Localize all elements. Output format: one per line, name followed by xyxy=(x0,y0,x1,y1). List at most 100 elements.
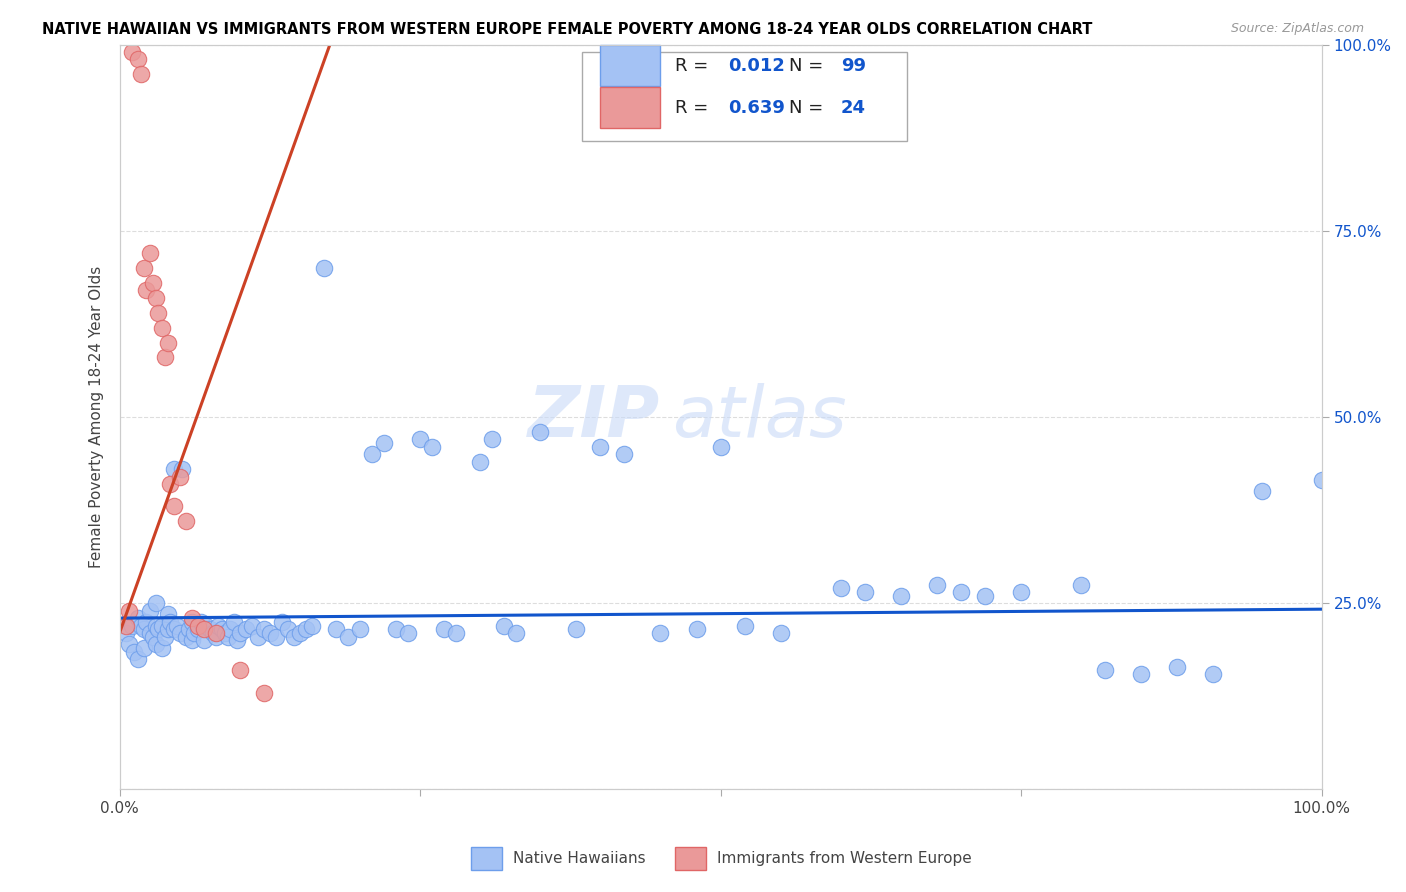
Point xyxy=(222,615,245,629)
Point xyxy=(166,618,188,632)
Point xyxy=(949,585,972,599)
Point xyxy=(214,626,236,640)
Text: N =: N = xyxy=(789,98,830,117)
Point xyxy=(129,618,152,632)
Point xyxy=(853,585,876,599)
Point xyxy=(169,626,191,640)
Point xyxy=(145,637,167,651)
Point xyxy=(288,626,311,640)
Point xyxy=(159,615,181,629)
Point xyxy=(190,615,212,629)
Point xyxy=(1202,667,1225,681)
Point xyxy=(217,630,239,644)
Point xyxy=(325,622,347,636)
Point xyxy=(114,618,136,632)
Point xyxy=(259,626,281,640)
Point xyxy=(270,615,292,629)
Point xyxy=(162,462,184,476)
Text: Native Hawaiians: Native Hawaiians xyxy=(513,851,645,865)
Point xyxy=(174,630,197,644)
Point xyxy=(146,622,169,636)
Point xyxy=(150,320,173,334)
Point xyxy=(253,685,276,699)
Bar xyxy=(600,45,661,86)
Point xyxy=(1094,663,1116,677)
Point xyxy=(146,306,169,320)
Point xyxy=(219,622,242,636)
Point xyxy=(685,622,707,636)
Point xyxy=(127,611,149,625)
Point xyxy=(187,622,209,636)
Text: ZIP: ZIP xyxy=(529,383,661,451)
Point xyxy=(890,589,912,603)
Point xyxy=(226,633,249,648)
Point xyxy=(211,622,233,636)
Point xyxy=(118,604,141,618)
Point xyxy=(409,433,432,447)
Point xyxy=(769,626,792,640)
Point xyxy=(180,611,202,625)
Point xyxy=(202,626,225,640)
Point xyxy=(204,630,226,644)
Point xyxy=(349,622,371,636)
Point xyxy=(505,626,527,640)
Point xyxy=(180,633,202,648)
Point xyxy=(132,622,155,636)
Point xyxy=(361,447,384,461)
Point xyxy=(135,615,157,629)
Point xyxy=(150,640,173,655)
Point xyxy=(174,514,197,528)
Point xyxy=(925,577,948,591)
Point xyxy=(312,261,335,276)
Point xyxy=(142,630,165,644)
Point xyxy=(135,284,157,298)
Point xyxy=(228,626,252,640)
Point xyxy=(170,462,193,476)
Point xyxy=(198,622,221,636)
Point xyxy=(142,276,165,290)
Point xyxy=(132,261,155,276)
Point xyxy=(295,622,318,636)
Point xyxy=(336,630,359,644)
Point xyxy=(156,335,179,350)
Point xyxy=(589,440,612,454)
Point xyxy=(228,663,252,677)
Point xyxy=(235,622,257,636)
Point xyxy=(162,622,184,636)
Point xyxy=(277,622,299,636)
Point xyxy=(529,425,551,439)
Point xyxy=(145,291,167,305)
Point xyxy=(145,618,167,632)
FancyBboxPatch shape xyxy=(582,52,907,142)
Bar xyxy=(471,847,502,870)
Text: NATIVE HAWAIIAN VS IMMIGRANTS FROM WESTERN EUROPE FEMALE POVERTY AMONG 18-24 YEA: NATIVE HAWAIIAN VS IMMIGRANTS FROM WESTE… xyxy=(42,22,1092,37)
Point xyxy=(301,618,323,632)
Text: N =: N = xyxy=(789,56,830,75)
Text: 99: 99 xyxy=(841,56,866,75)
Point xyxy=(830,582,852,596)
Point xyxy=(494,618,516,632)
Point xyxy=(183,626,205,640)
Text: 24: 24 xyxy=(841,98,866,117)
Point xyxy=(373,436,395,450)
Point xyxy=(156,607,179,622)
Point xyxy=(1130,667,1153,681)
Point xyxy=(433,622,456,636)
Point xyxy=(153,351,176,365)
Point xyxy=(156,622,179,636)
Point xyxy=(1310,473,1333,487)
Point xyxy=(138,246,160,260)
Point xyxy=(121,618,143,632)
Y-axis label: Female Poverty Among 18-24 Year Olds: Female Poverty Among 18-24 Year Olds xyxy=(89,266,104,568)
Point xyxy=(240,618,263,632)
Text: R =: R = xyxy=(675,56,714,75)
Point xyxy=(420,440,443,454)
Point xyxy=(481,433,503,447)
Point xyxy=(396,626,419,640)
Point xyxy=(132,640,155,655)
Point xyxy=(121,45,143,59)
Point xyxy=(145,596,167,610)
Text: atlas: atlas xyxy=(672,383,846,451)
Point xyxy=(122,645,145,659)
Point xyxy=(283,630,305,644)
